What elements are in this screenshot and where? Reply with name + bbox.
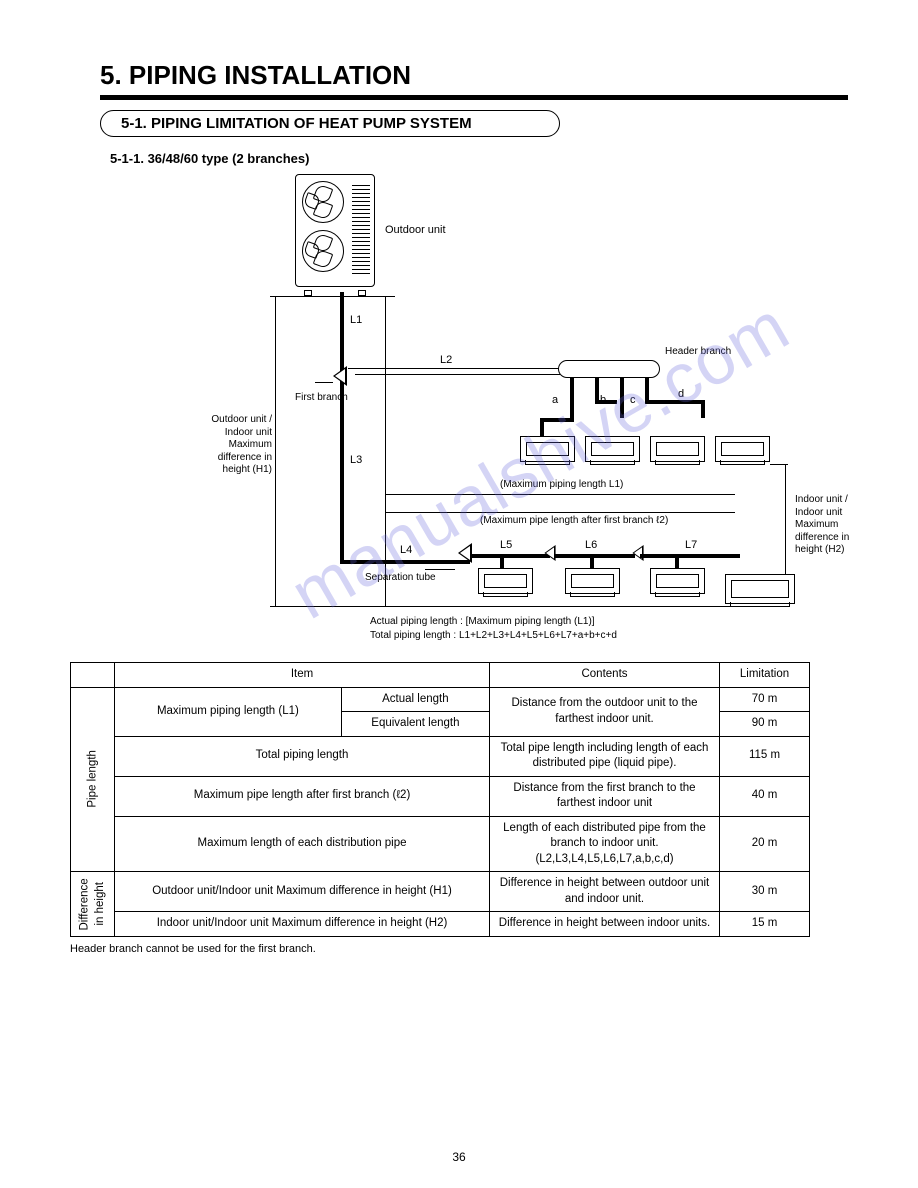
row-sub: Actual length: [341, 687, 489, 712]
row-sub: Equivalent length: [341, 712, 489, 737]
limits-table: Item Contents Limitation Pipe length Max…: [70, 662, 810, 937]
row-item: Maximum piping length (L1): [115, 687, 342, 736]
indoor-unit-icon: [478, 568, 533, 594]
a-label: a: [552, 394, 558, 406]
row-limit: 115 m: [720, 736, 810, 776]
l7-label: L7: [685, 539, 697, 551]
l3-label: L3: [350, 454, 362, 466]
outdoor-label: Outdoor unit: [385, 224, 446, 236]
row-limit: 20 m: [720, 816, 810, 872]
col-limit: Limitation: [720, 663, 810, 688]
col-contents: Contents: [490, 663, 720, 688]
outdoor-unit-icon: [295, 174, 375, 287]
indoor-unit-icon: [650, 568, 705, 594]
l4-label: L4: [400, 544, 412, 556]
section-title: 5-1. PIPING LIMITATION OF HEAT PUMP SYST…: [100, 110, 560, 137]
row-limit: 90 m: [720, 712, 810, 737]
max-len-arrow: (Maximum piping length L1): [500, 479, 623, 490]
l1-label: L1: [350, 314, 362, 326]
note: Header branch cannot be used for the fir…: [70, 943, 848, 955]
indoor-unit-icon: [715, 436, 770, 462]
divider: [100, 95, 848, 100]
row-limit: 70 m: [720, 687, 810, 712]
h2-label: Indoor unit /Indoor unitMaximumdifferenc…: [795, 494, 870, 557]
row-limit: 40 m: [720, 776, 810, 816]
row-contents: Difference in height between indoor unit…: [490, 912, 720, 937]
section-number: 5. PIPING INSTALLATION: [100, 60, 848, 91]
col-item: Item: [115, 663, 490, 688]
header-branch-label: Header branch: [665, 346, 731, 357]
h1-label: Outdoor unit /Indoor unitMaximumdifferen…: [200, 414, 272, 477]
row-contents: Length of each distributed pipe from the…: [490, 816, 720, 872]
indoor-unit-icon: [650, 436, 705, 462]
piping-diagram: Outdoor unit Outdoor unit /Indoor unitMa…: [200, 174, 760, 644]
cat-height: Differencein height: [71, 872, 115, 937]
header-branch-icon: [558, 360, 660, 378]
row-item: Indoor unit/Indoor unit Maximum differen…: [115, 912, 490, 937]
d-label: d: [678, 388, 684, 400]
row-contents: Difference in height between outdoor uni…: [490, 872, 720, 912]
indoor-unit-icon: [585, 436, 640, 462]
cat-pipe-length: Pipe length: [71, 687, 115, 872]
row-item: Total piping length: [115, 736, 490, 776]
subtitle: 5-1-1. 36/48/60 type (2 branches): [110, 151, 848, 166]
indoor-unit-icon: [565, 568, 620, 594]
l6-label: L6: [585, 539, 597, 551]
sep-tube-label: Separation tube: [365, 572, 436, 583]
row-item: Outdoor unit/Indoor unit Maximum differe…: [115, 872, 490, 912]
row-contents: Distance from the first branch to the fa…: [490, 776, 720, 816]
l2-label: L2: [440, 354, 452, 366]
total-len-note: Total piping length : L1+L2+L3+L4+L5+L6+…: [370, 630, 617, 641]
l5-label: L5: [500, 539, 512, 551]
b-label: b: [600, 394, 606, 406]
row-item: Maximum pipe length after first branch (…: [115, 776, 490, 816]
c-label: c: [630, 394, 636, 406]
row-limit: 30 m: [720, 872, 810, 912]
indoor-unit-icon: [725, 574, 795, 604]
row-item: Maximum length of each distribution pipe: [115, 816, 490, 872]
page-number: 36: [0, 1150, 918, 1164]
actual-len-note: Actual piping length : [Maximum piping l…: [370, 616, 595, 627]
indoor-unit-icon: [520, 436, 575, 462]
row-contents: Distance from the outdoor unit to the fa…: [490, 687, 720, 736]
row-contents: Total pipe length including length of ea…: [490, 736, 720, 776]
first-branch-label: First branch: [295, 392, 348, 403]
row-limit: 15 m: [720, 912, 810, 937]
l2-arrow-label: (Maximum pipe length after first branch …: [480, 515, 668, 526]
